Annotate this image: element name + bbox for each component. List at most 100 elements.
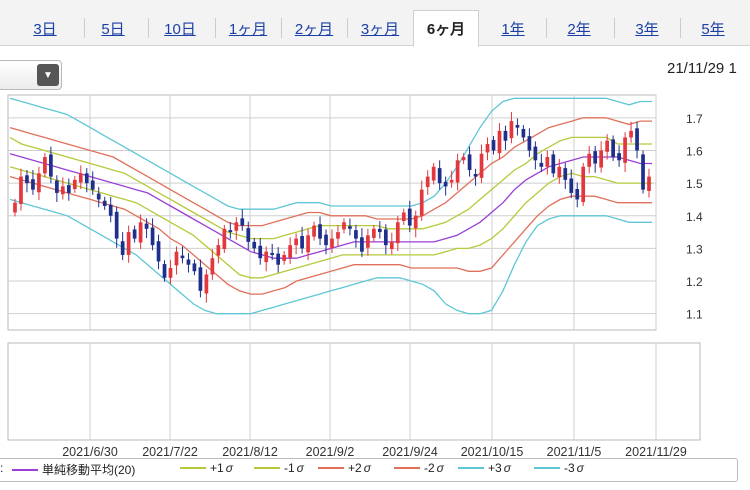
candle-body — [467, 154, 472, 171]
candle-body — [377, 228, 382, 233]
tab-separator — [546, 18, 547, 38]
candle-body — [270, 252, 275, 255]
candle-body — [330, 238, 334, 248]
candle-body — [401, 212, 406, 221]
candle-body — [144, 223, 149, 229]
candle-body — [102, 200, 107, 206]
candle-body — [31, 179, 35, 190]
legend-swatch — [180, 467, 206, 469]
candle-body — [485, 143, 490, 153]
candle-body — [527, 136, 532, 151]
candle-body — [611, 139, 615, 158]
legend-sigma: σ — [503, 461, 511, 475]
tab-1[interactable]: 3日 — [33, 20, 57, 38]
candle-body — [437, 168, 442, 184]
candle-body — [491, 140, 496, 151]
tab-4[interactable]: 1ヶ月 — [228, 20, 268, 38]
tab-10[interactable]: 3年 — [635, 20, 659, 38]
candle-body — [300, 236, 304, 249]
candle-body — [216, 245, 221, 256]
candle-body — [581, 166, 586, 203]
legend-swatch — [534, 467, 560, 469]
tab-3[interactable]: 10日 — [164, 20, 196, 38]
candle-body — [294, 238, 298, 246]
candle-body — [389, 241, 394, 250]
legend-sigma: σ — [296, 461, 304, 475]
x-tick-label: 2021/10/15 — [461, 445, 524, 458]
candle-body — [473, 173, 478, 177]
candle-body — [623, 137, 627, 163]
candle-body — [72, 179, 77, 189]
candle-body — [539, 162, 544, 167]
candle-body — [551, 154, 556, 174]
candle-body — [336, 232, 340, 239]
candle-body — [13, 202, 17, 213]
candle-body — [515, 125, 520, 128]
x-tick-label: 2021/11/29 — [625, 445, 687, 458]
legend-box — [0, 458, 738, 482]
tab-7[interactable]: 6ヶ月 — [413, 10, 479, 47]
candle-body — [120, 241, 125, 255]
candle-body — [210, 258, 215, 275]
tab-6[interactable]: 3ヶ月 — [360, 20, 400, 38]
legend-item: +3 σ — [458, 461, 511, 475]
tab-separator — [148, 18, 149, 38]
candle-body — [84, 173, 89, 184]
band-plus1-line — [9, 136, 652, 240]
candle-body — [461, 157, 466, 161]
y-tick-label: 1.1 — [686, 308, 703, 322]
candle-body — [126, 232, 131, 255]
legend-item: +2 σ — [318, 461, 371, 475]
legend-swatch — [318, 467, 344, 469]
candle-body — [599, 150, 604, 168]
tab-8[interactable]: 1年 — [501, 20, 525, 38]
candle-body — [348, 226, 352, 229]
candle-body — [37, 173, 41, 193]
candle-body — [479, 153, 484, 178]
legend-sigma: σ — [363, 461, 371, 475]
x-tick-label: 2021/11/5 — [547, 445, 602, 458]
legend-label: -2 — [424, 461, 435, 475]
legend-sigma: σ — [225, 461, 233, 475]
tab-5[interactable]: 2ヶ月 — [294, 20, 334, 38]
candle-body — [533, 146, 538, 161]
tab-9[interactable]: 2年 — [567, 20, 591, 38]
candle-body — [60, 186, 65, 195]
candle-body — [204, 274, 209, 294]
candle-body — [413, 215, 418, 229]
candle-body — [306, 235, 310, 253]
candle-body — [66, 185, 71, 193]
candle-body — [383, 229, 388, 246]
candle-body — [55, 180, 59, 193]
candle-body — [647, 176, 651, 191]
candle-body — [282, 254, 287, 261]
legend-label: +1 — [210, 461, 224, 475]
tab-2[interactable]: 5日 — [101, 20, 125, 38]
period-tab-bar: 3日 5日 10日 1ヶ月 2ヶ月 3ヶ月 6ヶ月 1年 2年 3年 5年 — [0, 0, 750, 47]
candle-body — [497, 130, 502, 154]
legend-item: -2 σ — [394, 461, 444, 475]
candle-body — [312, 225, 316, 237]
candle-body — [587, 153, 592, 167]
triangle-down-icon[interactable]: ▼ — [37, 64, 59, 86]
tab-11[interactable]: 5年 — [701, 20, 725, 38]
candle-body — [252, 241, 257, 249]
candle-body — [360, 237, 364, 252]
candle-body — [240, 218, 245, 226]
sma20-line — [9, 153, 652, 259]
x-tick-label: 2021/8/12 — [222, 445, 278, 458]
legend-label: 単純移動平均(20) — [42, 463, 136, 477]
candle-body — [629, 130, 633, 138]
legend-item: -3 σ — [534, 461, 584, 475]
tab-separator — [614, 18, 615, 38]
candle-body — [222, 228, 227, 250]
candle-body — [449, 179, 454, 183]
indicator-dropdown[interactable]: ▼ — [0, 60, 62, 90]
candle-body — [43, 157, 47, 174]
candle-body — [342, 222, 346, 230]
legend-label: +2 — [348, 461, 362, 475]
candle-body — [174, 251, 179, 266]
y-tick-label: 1.7 — [686, 112, 703, 126]
candle-body — [234, 222, 239, 231]
y-tick-label: 1.3 — [686, 242, 703, 256]
